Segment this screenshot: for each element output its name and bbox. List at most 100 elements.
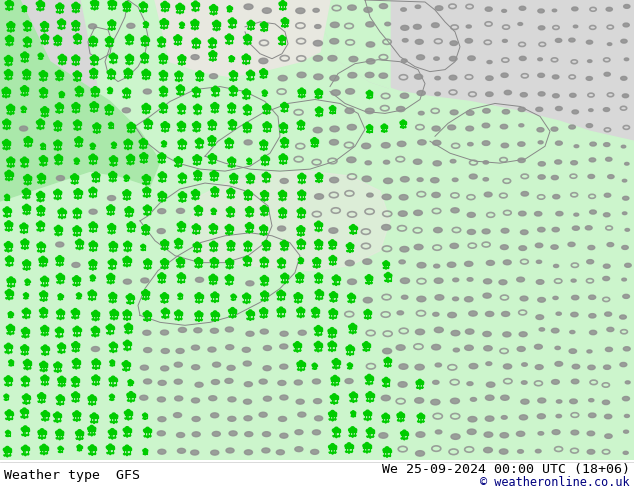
Polygon shape — [141, 11, 145, 13]
Ellipse shape — [571, 430, 579, 435]
Polygon shape — [218, 29, 220, 30]
Polygon shape — [77, 298, 78, 299]
Ellipse shape — [93, 446, 96, 449]
Bar — [175, 241, 182, 244]
Ellipse shape — [551, 245, 558, 249]
Ellipse shape — [210, 450, 219, 455]
Polygon shape — [310, 0, 634, 141]
Polygon shape — [214, 162, 216, 164]
Bar — [281, 105, 288, 107]
Bar — [108, 89, 112, 91]
Ellipse shape — [192, 89, 195, 92]
Ellipse shape — [214, 209, 216, 211]
Ellipse shape — [92, 377, 95, 380]
Ellipse shape — [247, 222, 251, 226]
Ellipse shape — [278, 260, 281, 263]
Polygon shape — [57, 163, 60, 165]
Bar — [21, 411, 28, 413]
Polygon shape — [5, 128, 8, 130]
Ellipse shape — [501, 143, 508, 147]
Ellipse shape — [42, 430, 46, 433]
Polygon shape — [113, 147, 115, 148]
Ellipse shape — [590, 210, 597, 214]
Polygon shape — [74, 386, 77, 387]
Ellipse shape — [139, 395, 148, 400]
Polygon shape — [148, 183, 150, 184]
Polygon shape — [228, 233, 231, 235]
Ellipse shape — [280, 395, 288, 400]
Polygon shape — [316, 115, 318, 116]
Ellipse shape — [364, 7, 372, 12]
Polygon shape — [93, 148, 95, 149]
Polygon shape — [143, 183, 145, 184]
Ellipse shape — [107, 105, 111, 108]
Polygon shape — [76, 43, 79, 45]
Polygon shape — [112, 147, 113, 148]
Ellipse shape — [8, 289, 11, 293]
Ellipse shape — [163, 193, 166, 196]
Polygon shape — [302, 128, 304, 129]
Ellipse shape — [298, 90, 301, 93]
Ellipse shape — [209, 74, 217, 79]
Polygon shape — [54, 129, 56, 131]
Ellipse shape — [6, 195, 8, 196]
Ellipse shape — [215, 20, 218, 24]
Polygon shape — [10, 229, 13, 231]
Bar — [246, 209, 253, 212]
Polygon shape — [200, 319, 203, 321]
Bar — [3, 142, 10, 145]
Bar — [74, 37, 81, 39]
Polygon shape — [247, 28, 250, 29]
Bar — [178, 124, 185, 126]
Polygon shape — [94, 45, 97, 46]
Ellipse shape — [251, 312, 254, 315]
Polygon shape — [281, 217, 284, 219]
Polygon shape — [23, 368, 26, 369]
Ellipse shape — [6, 55, 10, 59]
Polygon shape — [199, 113, 201, 114]
Ellipse shape — [181, 259, 184, 262]
Ellipse shape — [109, 378, 112, 381]
Ellipse shape — [208, 137, 211, 140]
Bar — [124, 244, 131, 246]
Polygon shape — [251, 215, 253, 217]
Ellipse shape — [503, 260, 511, 265]
Ellipse shape — [519, 124, 524, 127]
Ellipse shape — [177, 239, 181, 242]
Polygon shape — [243, 43, 246, 44]
Polygon shape — [297, 128, 299, 129]
Polygon shape — [45, 370, 48, 371]
Ellipse shape — [466, 111, 474, 115]
Ellipse shape — [197, 123, 200, 126]
Polygon shape — [128, 385, 129, 386]
Polygon shape — [262, 149, 265, 150]
Polygon shape — [370, 283, 372, 284]
Ellipse shape — [401, 59, 407, 62]
Ellipse shape — [415, 398, 424, 403]
Ellipse shape — [166, 310, 169, 313]
Ellipse shape — [624, 58, 629, 61]
Polygon shape — [366, 97, 368, 98]
Polygon shape — [385, 386, 387, 387]
Ellipse shape — [178, 3, 182, 7]
Ellipse shape — [311, 449, 319, 454]
Polygon shape — [164, 10, 167, 12]
Ellipse shape — [396, 345, 405, 350]
Polygon shape — [112, 333, 114, 334]
Ellipse shape — [245, 256, 249, 260]
Ellipse shape — [623, 94, 629, 98]
Ellipse shape — [586, 260, 593, 264]
Ellipse shape — [500, 433, 508, 438]
Polygon shape — [263, 164, 267, 166]
Polygon shape — [8, 127, 10, 129]
Polygon shape — [89, 453, 91, 455]
Ellipse shape — [521, 93, 527, 97]
Ellipse shape — [430, 399, 440, 405]
Ellipse shape — [193, 20, 197, 23]
Polygon shape — [315, 97, 317, 98]
Ellipse shape — [230, 140, 233, 143]
Ellipse shape — [39, 221, 42, 225]
Polygon shape — [22, 317, 25, 318]
Ellipse shape — [586, 40, 593, 44]
Ellipse shape — [108, 22, 111, 24]
